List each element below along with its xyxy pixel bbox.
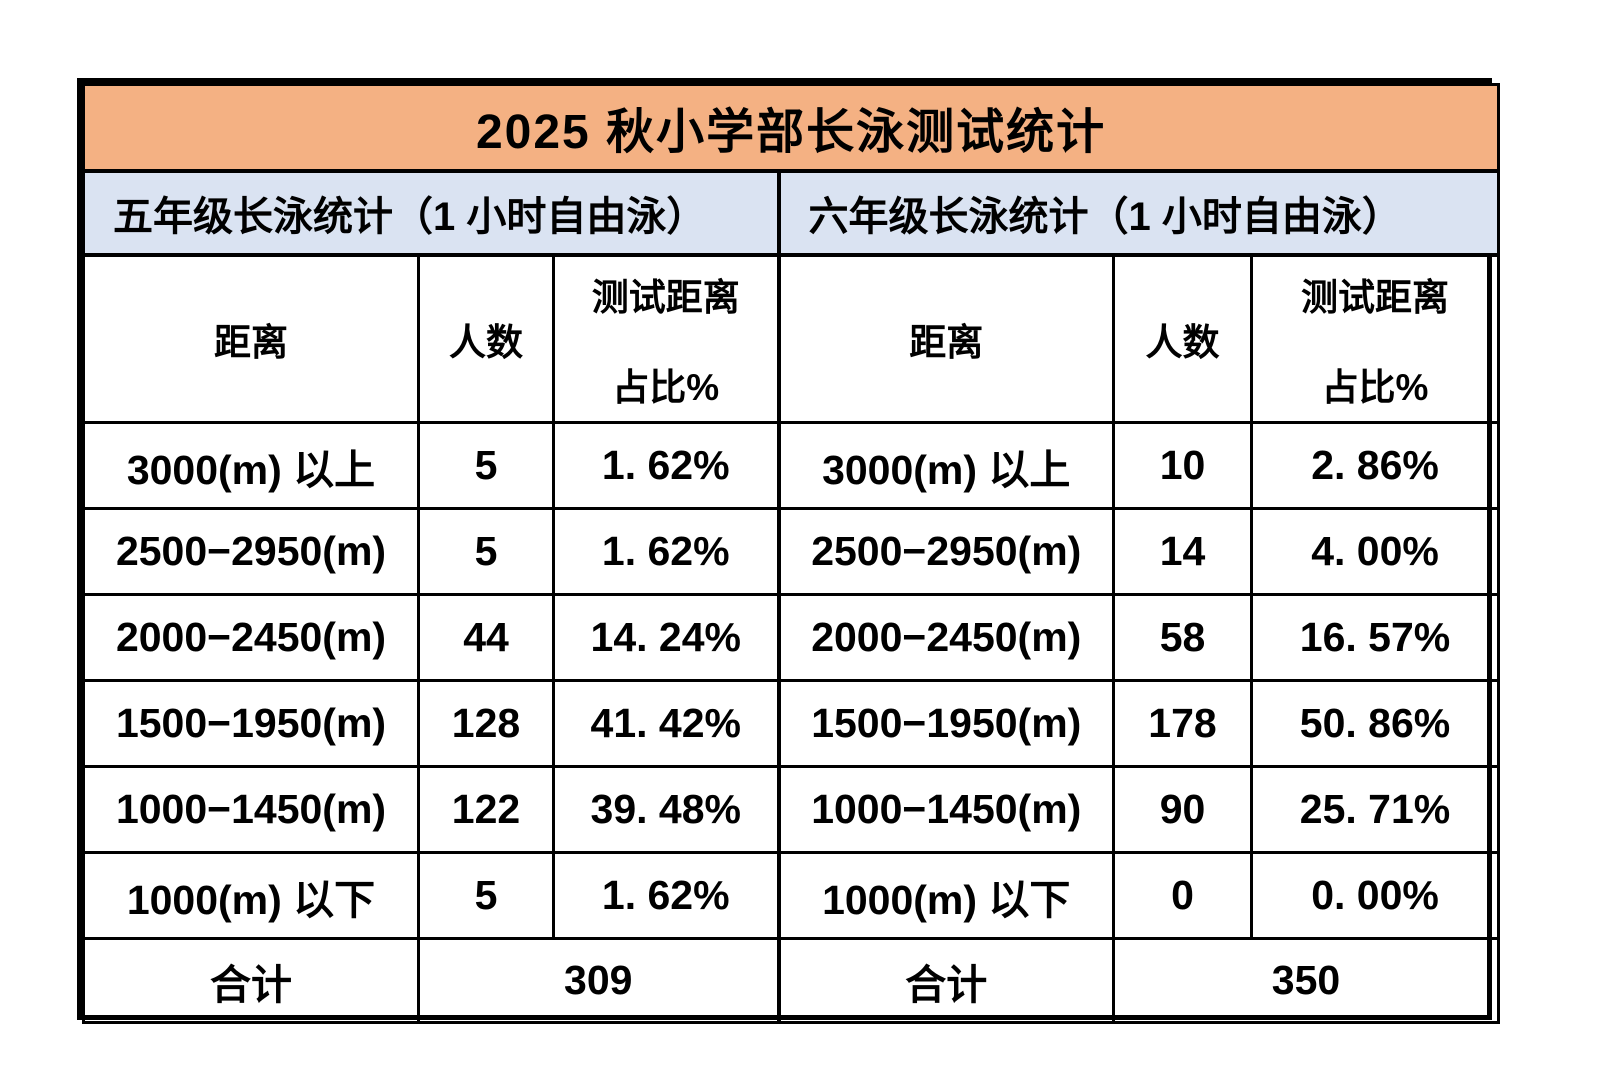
distance-cell: 1000−1450(m) (776, 765, 1115, 854)
total-row: 合计 309 合计 350 (82, 937, 1501, 1024)
table-row: 3000(m) 以上 5 1. 62% 3000(m) 以上 10 2. 86% (82, 421, 1501, 510)
total-label-cell: 合计 (82, 937, 420, 1024)
pct-cell: 39. 48% (552, 765, 780, 854)
pct-cell: 41. 42% (552, 679, 780, 768)
total-value-cell: 350 (1111, 937, 1501, 1024)
distance-cell: 3000(m) 以上 (82, 421, 420, 510)
distance-cell: 3000(m) 以上 (776, 421, 1115, 510)
pct-cell: 1. 62% (552, 421, 780, 510)
count-cell: 14 (1112, 507, 1253, 596)
total-value-cell: 309 (417, 937, 780, 1024)
pct-cell: 16. 57% (1249, 593, 1501, 682)
table-row: 1000−1450(m) 122 39. 48% 1000−1450(m) 90… (82, 765, 1501, 854)
page-title: 2025 秋小学部长泳测试统计 (81, 83, 1501, 173)
col-header-count-g6: 人数 (1112, 253, 1253, 424)
distance-cell: 1000−1450(m) (82, 765, 420, 854)
count-cell: 0 (1112, 851, 1253, 940)
distance-cell: 2500−2950(m) (776, 507, 1115, 596)
count-cell: 178 (1112, 679, 1253, 768)
total-label-cell: 合计 (776, 937, 1115, 1024)
column-header-row: 距离 人数 测试距离 占比% 距离 人数 测试距离 占比% (82, 253, 1501, 424)
col-header-distance-g5: 距离 (82, 253, 420, 424)
count-cell: 5 (417, 507, 555, 596)
pct-cell: 50. 86% (1249, 679, 1501, 768)
title-row: 2025 秋小学部长泳测试统计 (81, 83, 1501, 173)
pct-cell: 1. 62% (552, 507, 780, 596)
pct-cell: 1. 62% (552, 851, 780, 940)
distance-cell: 2500−2950(m) (82, 507, 420, 596)
subheader-row: 五年级长泳统计（1 小时自由泳） 六年级长泳统计（1 小时自由泳） (82, 169, 1501, 257)
count-cell: 44 (417, 593, 555, 682)
distance-cell: 1500−1950(m) (82, 679, 420, 768)
pct-cell: 4. 00% (1249, 507, 1501, 596)
col-header-pct-line2-g5: 占比% (612, 366, 720, 408)
col-header-pct-line1-g6: 测试距离 (1301, 276, 1450, 318)
table-row: 1000(m) 以下 5 1. 62% 1000(m) 以下 0 0. 00% (82, 851, 1501, 940)
count-cell: 122 (417, 765, 555, 854)
distance-cell: 1500−1950(m) (776, 679, 1115, 768)
count-cell: 5 (417, 421, 555, 510)
distance-cell: 2000−2450(m) (776, 593, 1115, 682)
table-row: 2500−2950(m) 5 1. 62% 2500−2950(m) 14 4.… (82, 507, 1501, 596)
grade5-subheader: 五年级长泳统计（1 小时自由泳） (82, 169, 780, 257)
col-header-pct-line2-g6: 占比% (1321, 366, 1429, 408)
col-header-pct-line1-g5: 测试距离 (591, 276, 740, 318)
pct-cell: 2. 86% (1249, 421, 1501, 510)
pct-cell: 0. 00% (1249, 851, 1501, 940)
grade6-subheader: 六年级长泳统计（1 小时自由泳） (776, 169, 1501, 257)
distance-cell: 1000(m) 以下 (776, 851, 1115, 940)
col-header-pct-g5: 测试距离 占比% (552, 253, 780, 424)
col-header-pct-g6: 测试距离 占比% (1249, 253, 1501, 424)
swim-stats-table: 2025 秋小学部长泳测试统计 五年级长泳统计（1 小时自由泳） 六年级长泳统计… (77, 78, 1501, 1024)
count-cell: 58 (1112, 593, 1253, 682)
pct-cell: 25. 71% (1249, 765, 1501, 854)
count-cell: 5 (417, 851, 555, 940)
count-cell: 128 (417, 679, 555, 768)
pct-cell: 14. 24% (552, 593, 780, 682)
table-row: 1500−1950(m) 128 41. 42% 1500−1950(m) 17… (82, 679, 1501, 768)
count-cell: 90 (1112, 765, 1253, 854)
count-cell: 10 (1112, 421, 1253, 510)
distance-cell: 2000−2450(m) (82, 593, 420, 682)
distance-cell: 1000(m) 以下 (82, 851, 420, 940)
col-header-distance-g6: 距离 (776, 253, 1115, 424)
table-row: 2000−2450(m) 44 14. 24% 2000−2450(m) 58 … (82, 593, 1501, 682)
col-header-count-g5: 人数 (417, 253, 555, 424)
